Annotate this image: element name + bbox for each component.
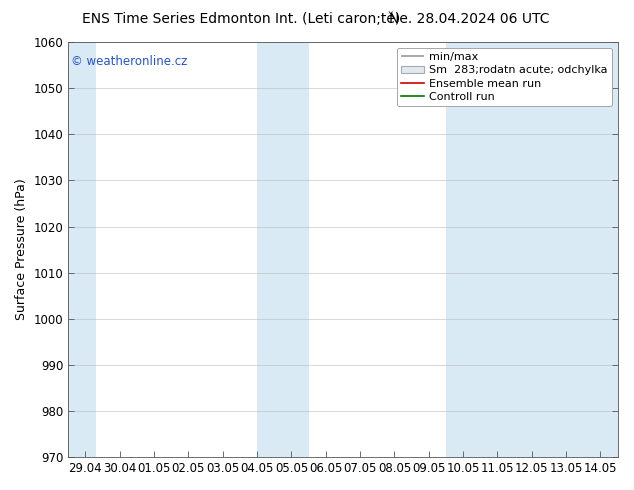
Legend: min/max, Sm  283;rodatn acute; odchylka, Ensemble mean run, Controll run: min/max, Sm 283;rodatn acute; odchylka, …: [397, 48, 612, 106]
Text: Ne. 28.04.2024 06 UTC: Ne. 28.04.2024 06 UTC: [389, 12, 550, 26]
Text: © weatheronline.cz: © weatheronline.cz: [71, 54, 187, 68]
Y-axis label: Surface Pressure (hPa): Surface Pressure (hPa): [15, 179, 28, 320]
Bar: [446, 42, 618, 457]
Bar: [257, 42, 309, 457]
Bar: [68, 42, 96, 457]
Text: ENS Time Series Edmonton Int. (Leti caron;tě): ENS Time Series Edmonton Int. (Leti caro…: [82, 12, 400, 26]
